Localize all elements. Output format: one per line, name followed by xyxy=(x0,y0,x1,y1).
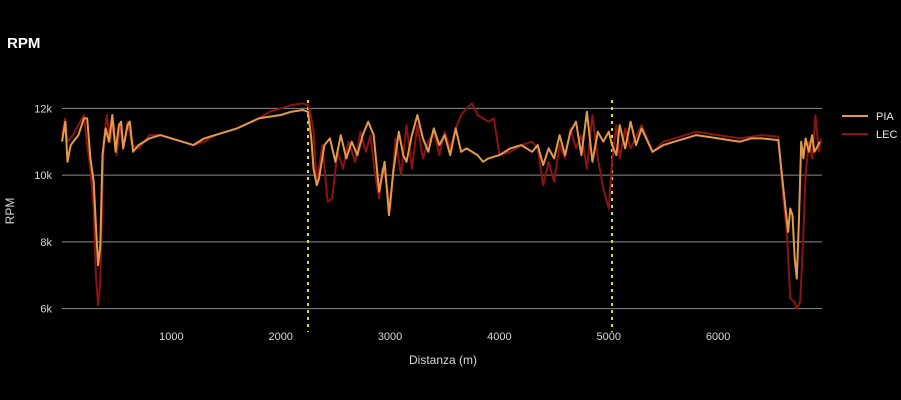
legend-item-pia[interactable]: PIA xyxy=(842,111,894,123)
series-line-pia xyxy=(61,109,821,280)
series-lines xyxy=(61,102,822,310)
y-axis-title: RPM xyxy=(3,198,17,225)
vertical-markers xyxy=(307,100,614,332)
x-axis-title: Distanza (m) xyxy=(409,353,477,367)
x-tick-label: 2000 xyxy=(268,331,292,343)
legend-label: LEC xyxy=(876,129,897,141)
legend-item-lec[interactable]: LEC xyxy=(842,129,897,141)
y-tick-label: 8k xyxy=(40,237,52,249)
x-tick-label: 4000 xyxy=(487,331,511,343)
chart-title: RPM xyxy=(7,35,41,52)
grid-lines xyxy=(62,107,822,310)
series-line-lec xyxy=(61,102,822,310)
legend[interactable]: PIA LEC xyxy=(842,111,897,141)
x-tick-label: 1000 xyxy=(159,331,183,343)
y-tick-label: 12k xyxy=(34,103,52,115)
tick-labels: 6k 8k 10k 12k 1000 2000 3000 4000 5000 6000 xyxy=(34,103,730,343)
x-tick-label: 6000 xyxy=(706,331,730,343)
legend-label: PIA xyxy=(876,111,894,123)
y-tick-label: 6k xyxy=(40,304,52,316)
y-tick-label: 10k xyxy=(34,170,52,182)
x-tick-label: 5000 xyxy=(597,331,621,343)
x-tick-label: 3000 xyxy=(378,331,402,343)
